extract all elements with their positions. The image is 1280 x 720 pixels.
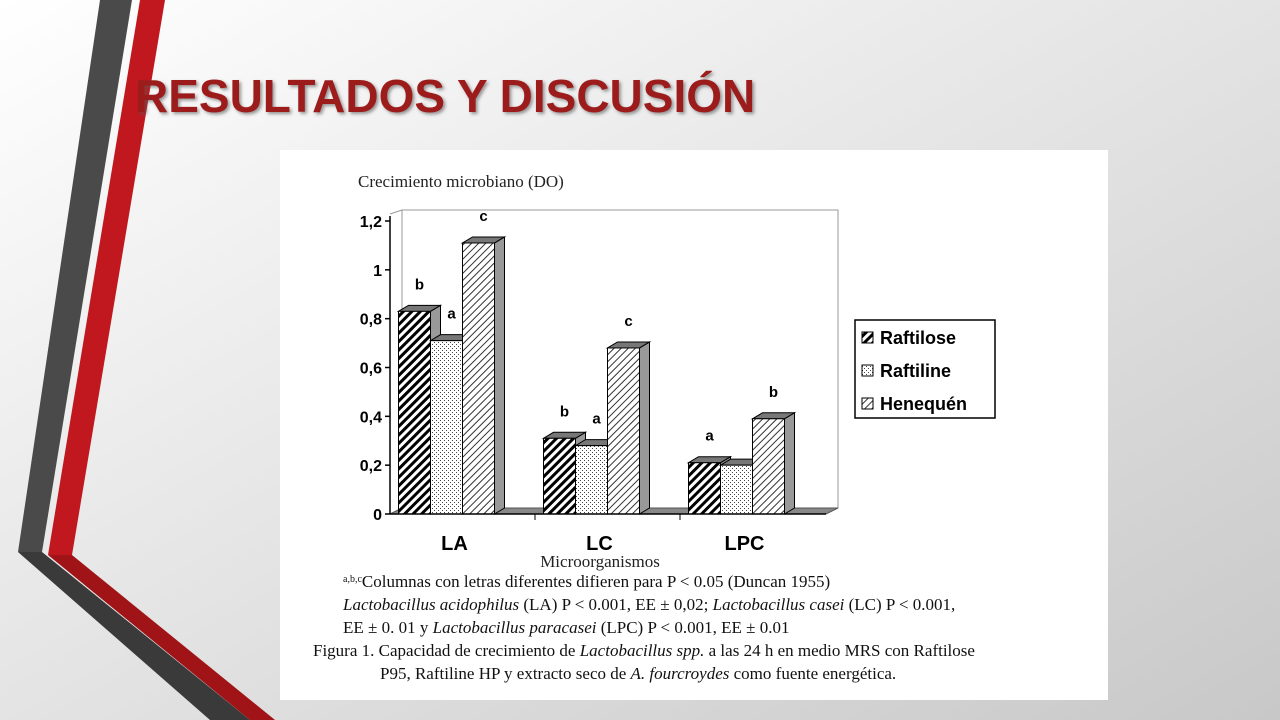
legend-swatch [861, 364, 874, 377]
bar [575, 445, 608, 515]
bar-side [784, 411, 795, 515]
legend-label: Raftiline [880, 361, 951, 381]
y-tick-label: 1 [373, 263, 382, 280]
bar [607, 347, 640, 515]
x-tick-label: LC [586, 533, 613, 555]
stripe [48, 555, 275, 720]
bar-letter: c [624, 313, 632, 330]
caption-text: Lactobacillus casei [712, 595, 845, 614]
caption-text: Lactobacillus spp. [579, 641, 705, 660]
x-tick-label: LA [441, 533, 468, 555]
caption-text: Figura 1. Capacidad de crecimiento de [313, 641, 580, 660]
bar-letter: b [769, 384, 778, 401]
bar [720, 464, 753, 515]
caption-line: a,b,cColumnas con letras diferentes difi… [343, 572, 830, 591]
y-tick-label: 0,6 [360, 361, 382, 378]
y-axis-title: Crecimiento microbiano (DO) [358, 172, 564, 191]
bar-letter: a [592, 411, 601, 428]
bar [543, 437, 576, 515]
caption-line: P95, Raftiline HP y extracto seco de A. … [380, 664, 896, 683]
caption-text: (LA) P < 0.001, EE ± 0,02; [519, 595, 712, 614]
slide-title: RESULTADOS Y DISCUSIÓN [135, 70, 755, 122]
caption-text: (LPC) P < 0.001, EE ± 0.01 [596, 618, 789, 637]
caption-text: A. fourcroydes [630, 664, 730, 683]
bar [752, 418, 785, 515]
caption-text: (LC) P < 0.001, [844, 595, 955, 614]
legend-swatch [861, 331, 874, 344]
legend-swatch [861, 397, 874, 410]
stripe [18, 0, 132, 552]
bar-letter: a [447, 306, 456, 323]
x-tick-label: LPC [725, 533, 765, 555]
caption-line: Figura 1. Capacidad de crecimiento de La… [313, 641, 975, 660]
y-tick-label: 1,2 [360, 214, 382, 231]
caption-text: EE ± 0. 01 y [343, 618, 433, 637]
bar [462, 242, 495, 515]
caption-text: Lactobacillus paracasei [432, 618, 597, 637]
bar-letter: b [415, 276, 424, 293]
stripe [18, 552, 250, 720]
y-tick-label: 0,2 [360, 458, 382, 475]
bar-letter: c [479, 208, 487, 225]
x-axis-title: Microorganismos [540, 552, 660, 571]
bar-letter: a [705, 428, 714, 445]
caption-text: Columnas con letras diferentes difieren … [362, 572, 830, 591]
caption-text: a,b,c [343, 574, 362, 585]
y-tick-label: 0,4 [360, 409, 382, 426]
bar-side [494, 236, 505, 515]
caption-line: EE ± 0. 01 y Lactobacillus paracasei (LP… [343, 618, 789, 637]
legend-label: Raftilose [880, 328, 956, 348]
bar [688, 462, 721, 515]
y-tick-label: 0,8 [360, 312, 382, 329]
caption-text: como fuente energética. [729, 664, 896, 683]
bar-side [639, 341, 650, 515]
bar [430, 340, 463, 515]
caption-text: a las 24 h en medio MRS con Raftilose [704, 641, 975, 660]
stripe [48, 0, 165, 555]
bar-letter: b [560, 403, 569, 420]
bar [398, 310, 431, 515]
wall-edge [389, 209, 403, 215]
caption-text: Lactobacillus acidophilus [342, 595, 520, 614]
caption-text: P95, Raftiline HP y extracto seco de [380, 664, 631, 683]
legend-label: Henequén [880, 394, 967, 414]
y-tick-label: 0 [373, 507, 382, 524]
legend [854, 319, 996, 419]
caption-line: Lactobacillus acidophilus (LA) P < 0.001… [342, 595, 955, 614]
